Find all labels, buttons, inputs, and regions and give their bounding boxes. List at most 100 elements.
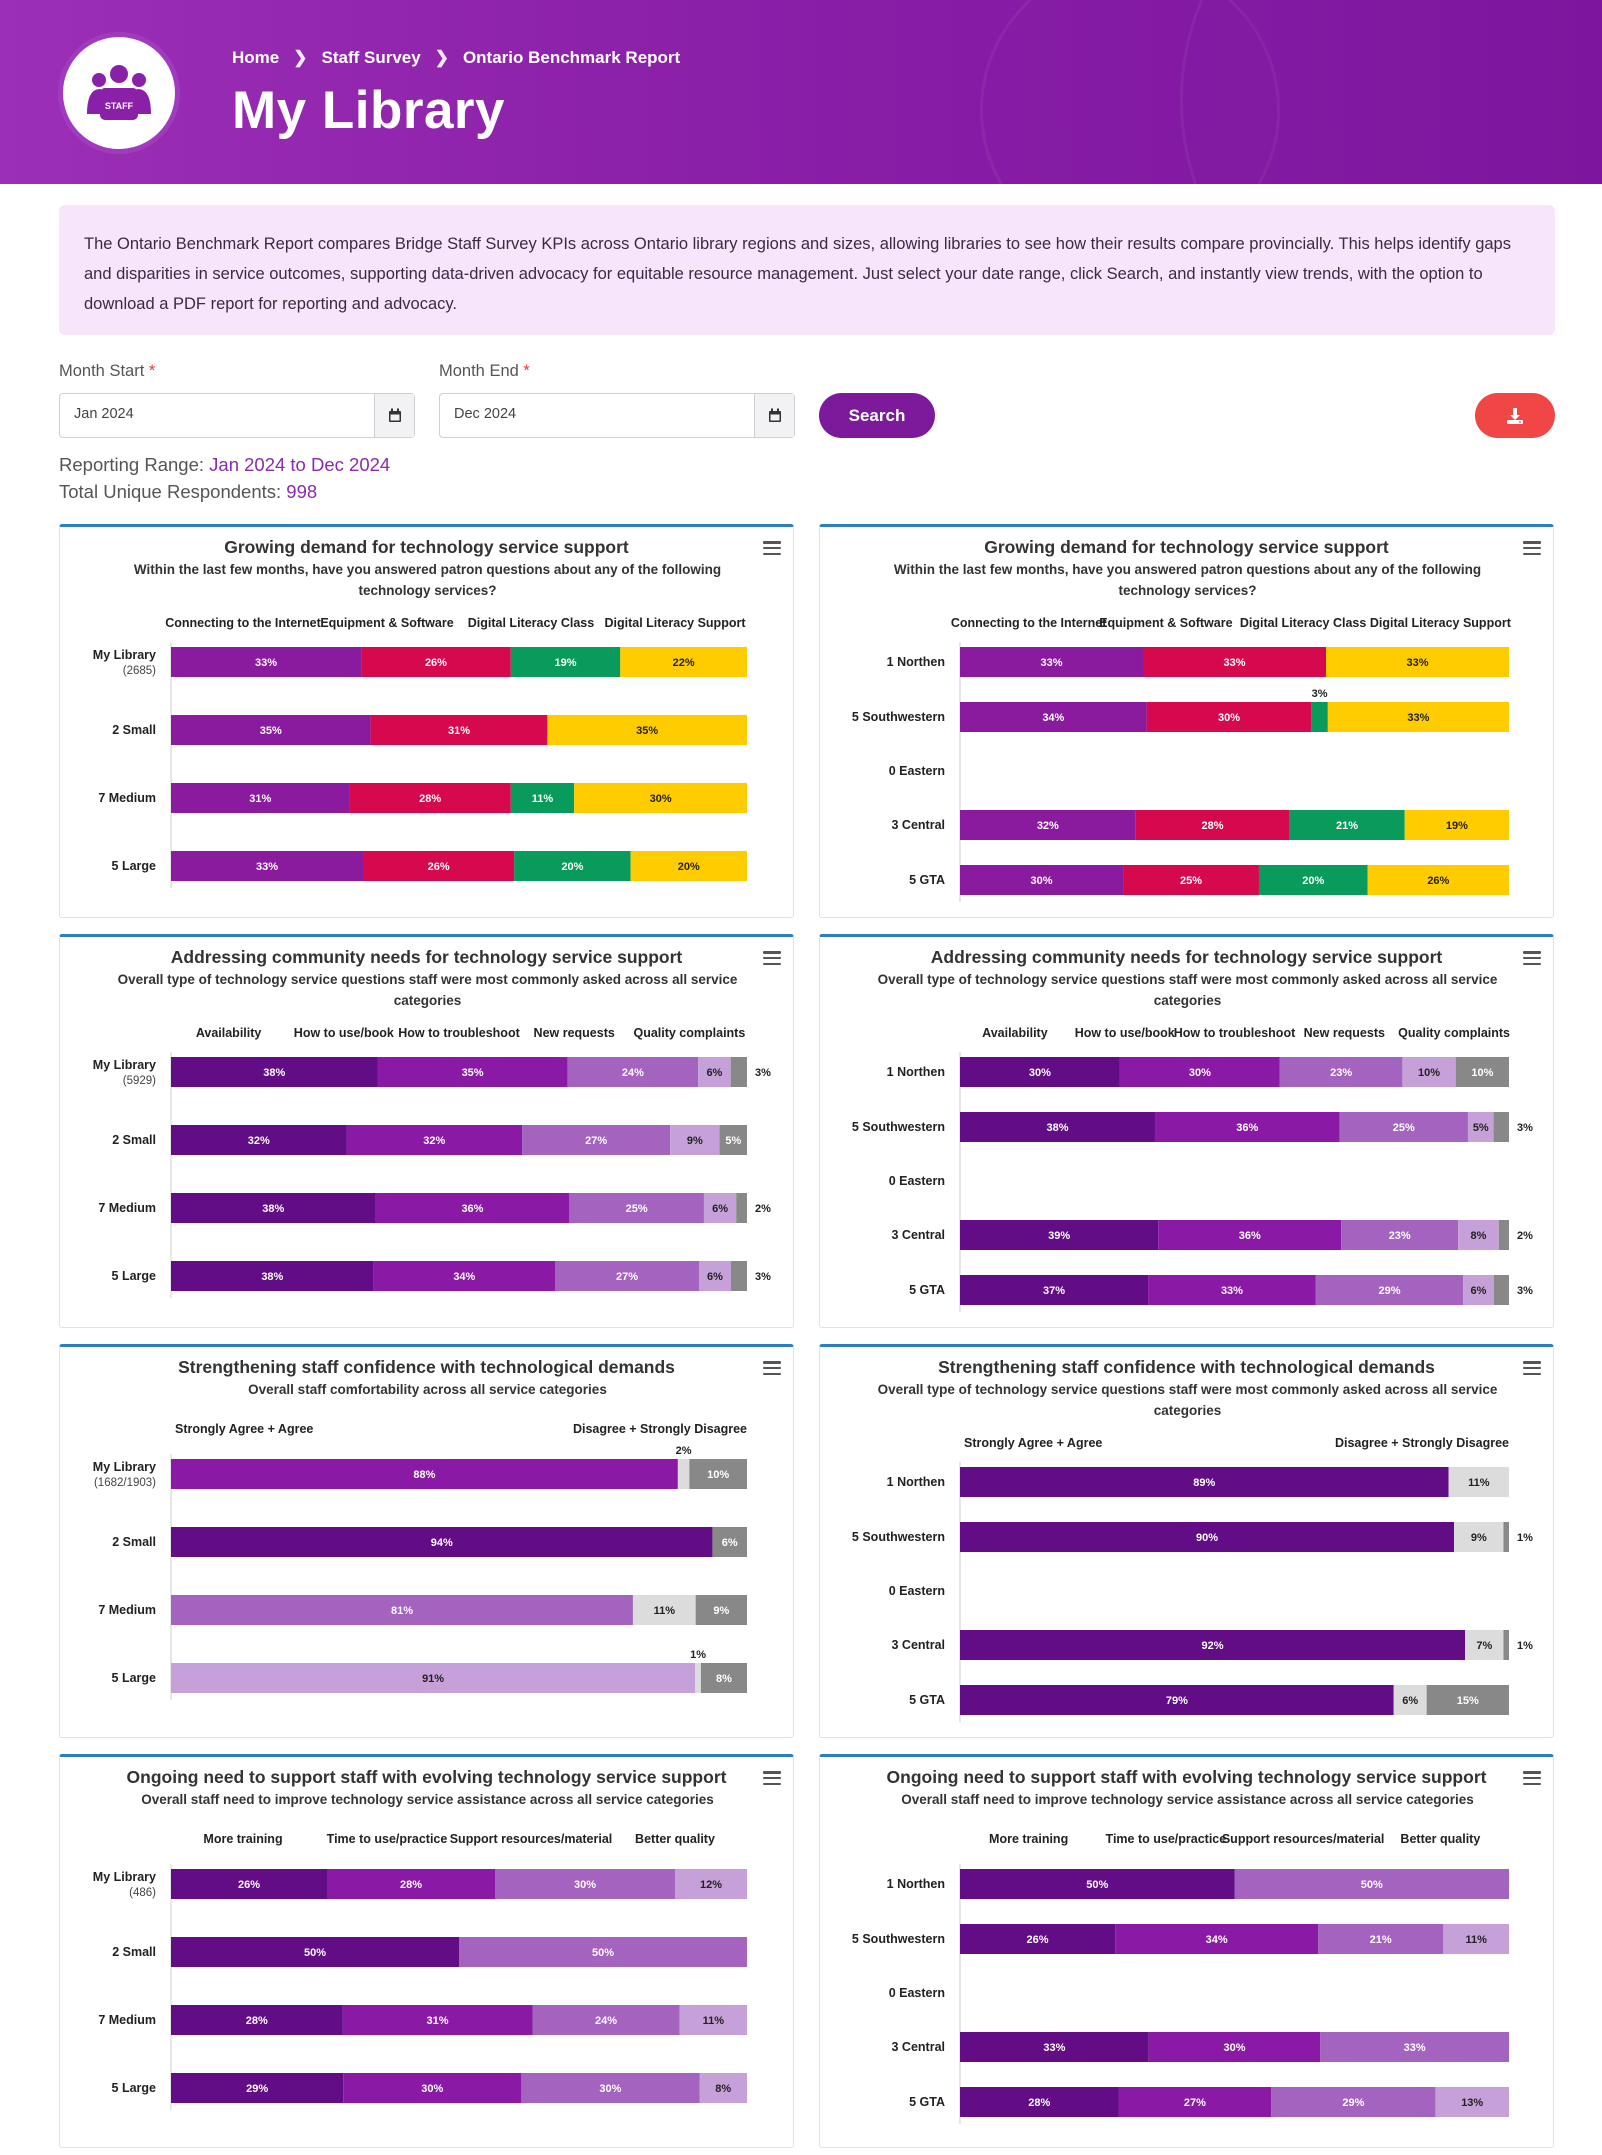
category-label: 0 Eastern	[889, 1174, 945, 1188]
data-label: 1%	[1517, 1532, 1533, 1544]
staff-group-icon: STAFF	[87, 65, 151, 120]
data-label: 27%	[616, 1271, 638, 1283]
legend-item: Availability	[982, 1026, 1048, 1040]
bar-segment	[620, 647, 747, 677]
page-header: STAFF Home ❯ Staff Survey ❯ Ontario Benc…	[0, 0, 1602, 184]
bar-segment	[699, 1261, 731, 1291]
calendar-icon[interactable]	[754, 394, 794, 437]
bar-segment	[1465, 1630, 1504, 1660]
legend-item: How to use/book	[294, 1026, 394, 1040]
chart-title: Ongoing need to support staff with evolv…	[886, 1767, 1487, 1787]
chart-menu-icon[interactable]	[1521, 539, 1543, 557]
bar-segment	[675, 1869, 747, 1899]
bar-segment	[670, 1125, 720, 1155]
bar-segment	[363, 851, 515, 881]
data-label: 19%	[1446, 820, 1468, 832]
bar-segment	[1467, 1112, 1494, 1142]
bar-segment	[370, 715, 548, 745]
data-label: 9%	[687, 1135, 703, 1147]
bar-segment	[731, 1261, 747, 1291]
data-label: 19%	[555, 657, 577, 669]
data-label: 33%	[1043, 2042, 1065, 2054]
chart-card-community-needs-region: Addressing community needs for technolog…	[819, 934, 1554, 1328]
bar-segment	[514, 851, 631, 881]
chart-subtitle: Within the last few months, have you ans…	[893, 562, 1482, 598]
chart-subtitle: Overall staff need to improve technology…	[141, 1792, 714, 1807]
chart-title: Addressing community needs for technolog…	[170, 947, 683, 967]
bar-segment	[1493, 1275, 1509, 1305]
chart-subtitle: Overall type of technology service quest…	[877, 1382, 1498, 1418]
chart-menu-icon[interactable]	[761, 949, 783, 967]
bar-segment	[567, 1057, 699, 1087]
breadcrumb-home[interactable]: Home	[232, 48, 280, 67]
data-label: 11%	[654, 1605, 676, 1617]
chart-menu-icon[interactable]	[1521, 1359, 1543, 1377]
data-label: 27%	[585, 1135, 607, 1147]
bar-segment	[1289, 810, 1405, 840]
bar-segment	[960, 1630, 1466, 1660]
chart-menu-icon[interactable]	[761, 539, 783, 557]
stacked-bar-chart: Availability How to use/book How to troubl…	[93, 1026, 771, 1298]
category-label: 7 Medium	[98, 791, 156, 805]
data-label: 26%	[428, 861, 450, 873]
category-label: My Library	[93, 1870, 156, 1884]
data-label: 28%	[419, 793, 441, 805]
data-label: 33%	[1223, 657, 1245, 669]
search-button[interactable]: Search	[819, 393, 935, 438]
data-label: 2%	[755, 1203, 771, 1215]
bar-segment	[960, 810, 1136, 840]
month-start-value[interactable]: Jan 2024	[74, 406, 134, 422]
chart-card-community-needs-size: Addressing community needs for technolog…	[59, 934, 794, 1328]
chart-menu-icon[interactable]	[1521, 949, 1543, 967]
bar-segment	[1123, 865, 1259, 895]
bar-segment	[171, 1937, 459, 1967]
month-end-field[interactable]: Dec 2024	[439, 393, 795, 438]
data-label: 24%	[595, 2015, 617, 2027]
download-pdf-button[interactable]	[1475, 393, 1555, 438]
bar-segment	[1146, 702, 1312, 732]
data-label: 20%	[678, 861, 700, 873]
chart-title: Growing demand for technology service su…	[224, 537, 629, 557]
bar-segment	[532, 2005, 680, 2035]
bar-segment	[632, 1595, 696, 1625]
month-end-value[interactable]: Dec 2024	[454, 406, 517, 422]
bar-segment	[1503, 1522, 1509, 1552]
data-label: 33%	[1404, 2042, 1426, 2054]
bar-segment	[960, 1467, 1449, 1497]
legend-item: Support resources/material	[1222, 1832, 1385, 1846]
data-label: 33%	[1406, 657, 1428, 669]
bar-segment	[171, 647, 362, 677]
bar-segment	[630, 851, 747, 881]
bar-segment	[1315, 1275, 1464, 1305]
bar-segment	[346, 1125, 523, 1155]
data-label: 91%	[422, 1673, 444, 1685]
bar-segment	[689, 1459, 747, 1489]
legend-item: Connecting to the Internet	[165, 616, 321, 630]
data-label: 32%	[1037, 820, 1059, 832]
data-label: 20%	[561, 861, 583, 873]
legend-item: Disagree + Strongly Disagree	[1335, 1436, 1509, 1450]
chart-subtitle: Overall staff need to improve technology…	[901, 1792, 1474, 1807]
data-label: 3%	[755, 1271, 771, 1283]
legend-item: Availability	[196, 1026, 262, 1040]
bar-segment	[522, 1125, 671, 1155]
bar-segment	[521, 2073, 700, 2103]
data-label: 15%	[1457, 1695, 1479, 1707]
category-label: 5 GTA	[909, 2095, 945, 2109]
data-label: 8%	[715, 2083, 731, 2095]
chart-menu-icon[interactable]	[1521, 1769, 1543, 1787]
stacked-bar-chart: Strongly Agree + Agree Disagree + Strongl…	[852, 1436, 1533, 1722]
chart-menu-icon[interactable]	[761, 1359, 783, 1377]
calendar-icon[interactable]	[374, 394, 414, 437]
month-start-field[interactable]: Jan 2024	[59, 393, 415, 438]
bar-segment	[1341, 1220, 1459, 1250]
bar-segment	[960, 702, 1147, 732]
data-label: 10%	[707, 1469, 729, 1481]
data-label: 31%	[427, 2015, 449, 2027]
chart-menu-icon[interactable]	[761, 1769, 783, 1787]
bar-segment	[1339, 1112, 1468, 1142]
month-end-label: Month End *	[439, 362, 530, 381]
legend-item: New requests	[1304, 1026, 1385, 1040]
breadcrumb-staff-survey[interactable]: Staff Survey	[321, 48, 421, 67]
